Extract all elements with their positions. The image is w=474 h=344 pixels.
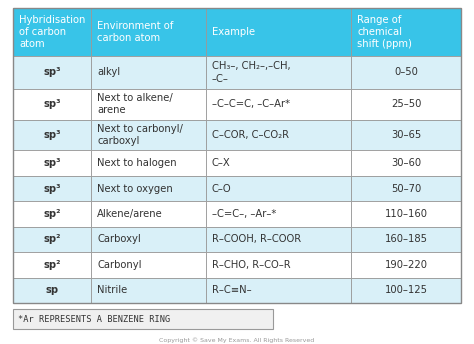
Text: Range of
chemical
shift (ppm): Range of chemical shift (ppm) [357,14,412,50]
Bar [351,89,461,120]
Text: Next to halogen: Next to halogen [97,158,177,168]
Bar [206,120,351,150]
Text: sp³: sp³ [44,184,61,194]
Bar [351,56,461,89]
Text: *Ar REPRESENTS A BENZENE RING: *Ar REPRESENTS A BENZENE RING [18,314,170,323]
Text: sp³: sp³ [44,158,61,168]
Text: sp²: sp² [44,260,61,270]
Text: sp³: sp³ [44,130,61,140]
Text: sp²: sp² [44,209,61,219]
Text: 25–50: 25–50 [391,99,421,109]
Text: –C=C–, –Ar–*: –C=C–, –Ar–* [211,209,276,219]
Bar [91,8,206,56]
Text: 110–160: 110–160 [384,209,428,219]
Bar [13,176,91,201]
Text: Next to carbonyl/
carboxyl: Next to carbonyl/ carboxyl [97,124,183,146]
Bar [91,120,206,150]
Bar [351,8,461,56]
Text: R–C≡N–: R–C≡N– [211,285,251,295]
Text: Carboxyl: Carboxyl [97,234,141,245]
Bar [13,89,91,120]
Bar [91,56,206,89]
Bar [206,56,351,89]
Bar [351,201,461,227]
Bar [206,252,351,278]
Text: 30–60: 30–60 [391,158,421,168]
Text: C–COR, C–CO₂R: C–COR, C–CO₂R [211,130,289,140]
Bar [91,278,206,303]
Text: sp³: sp³ [44,67,61,77]
Text: CH₃–, CH₂–,–CH,
–C–: CH₃–, CH₂–,–CH, –C– [211,61,290,84]
Text: sp³: sp³ [44,99,61,109]
Text: Alkene/arene: Alkene/arene [97,209,163,219]
Text: Nitrile: Nitrile [97,285,128,295]
Text: Environment of
carbon atom: Environment of carbon atom [97,21,174,43]
Text: R–CHO, R–CO–R: R–CHO, R–CO–R [211,260,290,270]
Bar [206,8,351,56]
Text: C–X: C–X [211,158,230,168]
Bar [91,252,206,278]
Text: 30–65: 30–65 [391,130,421,140]
Bar [206,176,351,201]
Text: C–O: C–O [211,184,231,194]
Bar [351,150,461,176]
Bar [13,8,91,56]
Bar [91,89,206,120]
Bar [351,120,461,150]
Bar [91,201,206,227]
Bar [351,252,461,278]
Bar [13,278,91,303]
Bar [206,278,351,303]
Text: 160–185: 160–185 [384,234,428,245]
Text: 190–220: 190–220 [384,260,428,270]
Bar [13,56,91,89]
Bar [91,150,206,176]
Bar [13,8,461,303]
Bar [351,176,461,201]
Bar [206,150,351,176]
Text: 100–125: 100–125 [384,285,428,295]
Bar [13,227,91,252]
Text: Next to alkene/
arene: Next to alkene/ arene [97,93,173,115]
Text: R–COOH, R–COOR: R–COOH, R–COOR [211,234,301,245]
Text: –C–C=C, –C–Ar*: –C–C=C, –C–Ar* [211,99,290,109]
Bar [351,227,461,252]
Bar [351,278,461,303]
Bar [13,120,91,150]
Text: Example: Example [211,27,255,37]
Bar [13,252,91,278]
Bar [13,150,91,176]
Bar [206,227,351,252]
Text: 0–50: 0–50 [394,67,418,77]
Text: Hybridisation
of carbon
atom: Hybridisation of carbon atom [19,14,85,50]
Bar [91,176,206,201]
Bar [206,89,351,120]
Bar [13,309,273,329]
Bar [13,201,91,227]
Bar [206,201,351,227]
Bar [91,227,206,252]
Text: Carbonyl: Carbonyl [97,260,142,270]
Text: Copyright © Save My Exams. All Rights Reserved: Copyright © Save My Exams. All Rights Re… [159,337,315,343]
Text: sp: sp [46,285,59,295]
Text: 50–70: 50–70 [391,184,421,194]
Text: alkyl: alkyl [97,67,120,77]
Text: Next to oxygen: Next to oxygen [97,184,173,194]
Text: sp²: sp² [44,234,61,245]
